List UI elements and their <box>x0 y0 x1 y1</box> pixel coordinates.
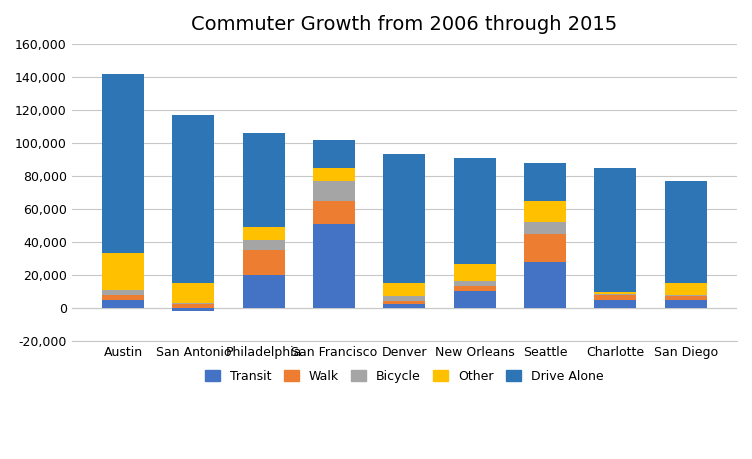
Bar <box>172 303 214 304</box>
Bar <box>594 296 636 300</box>
Bar <box>594 300 636 308</box>
Bar <box>172 304 214 308</box>
Bar <box>102 291 144 295</box>
Bar <box>313 181 355 201</box>
Bar <box>384 283 426 296</box>
Title: Commuter Growth from 2006 through 2015: Commuter Growth from 2006 through 2015 <box>191 15 617 34</box>
Bar <box>594 292 636 294</box>
Bar <box>594 294 636 296</box>
Bar <box>453 291 496 308</box>
Bar <box>524 234 566 262</box>
Bar <box>665 283 707 295</box>
Bar <box>313 224 355 308</box>
Bar <box>665 296 707 300</box>
Bar <box>102 300 144 308</box>
Bar <box>102 73 144 252</box>
Bar <box>524 262 566 308</box>
Bar <box>594 168 636 292</box>
Bar <box>665 181 707 283</box>
Bar <box>243 133 285 227</box>
Bar <box>313 168 355 181</box>
Bar <box>453 158 496 264</box>
Bar <box>243 227 285 240</box>
Bar <box>313 140 355 168</box>
Bar <box>453 264 496 280</box>
Bar <box>243 250 285 275</box>
Bar <box>453 286 496 291</box>
Bar <box>384 301 426 304</box>
Bar <box>243 240 285 250</box>
Legend: Transit, Walk, Bicycle, Other, Drive Alone: Transit, Walk, Bicycle, Other, Drive Alo… <box>199 365 609 388</box>
Bar <box>384 296 426 301</box>
Bar <box>172 308 214 311</box>
Bar <box>524 201 566 222</box>
Bar <box>384 154 426 283</box>
Bar <box>524 162 566 201</box>
Bar <box>313 201 355 224</box>
Bar <box>665 300 707 308</box>
Bar <box>172 283 214 303</box>
Bar <box>665 295 707 296</box>
Bar <box>102 295 144 300</box>
Bar <box>384 304 426 308</box>
Bar <box>172 115 214 283</box>
Bar <box>453 280 496 286</box>
Bar <box>524 222 566 234</box>
Bar <box>243 275 285 308</box>
Bar <box>102 252 144 291</box>
